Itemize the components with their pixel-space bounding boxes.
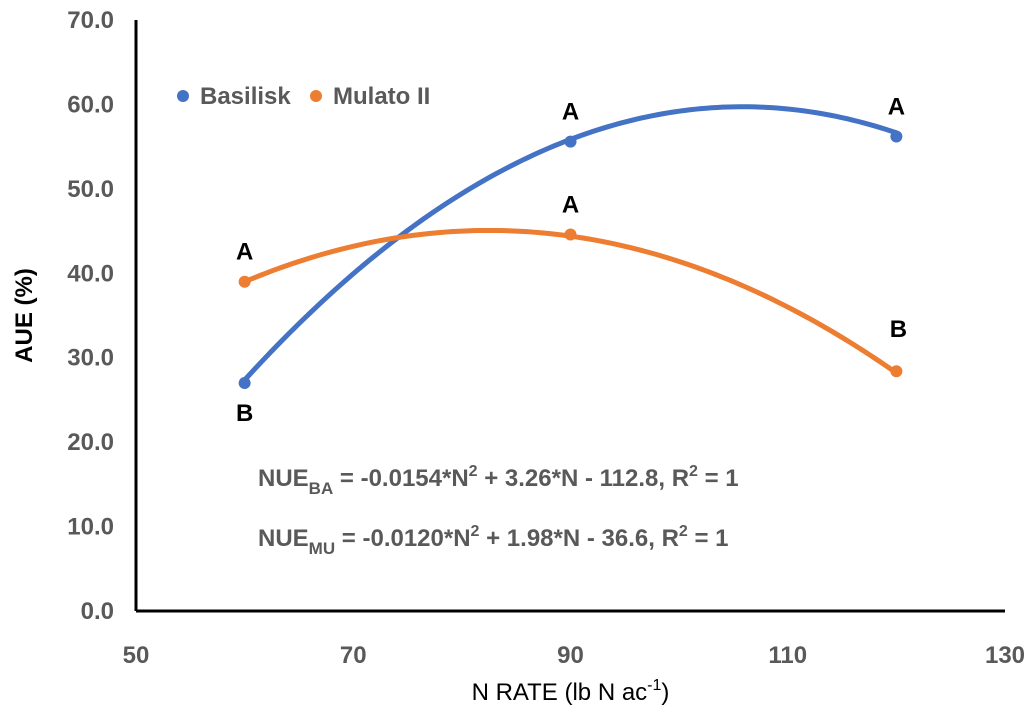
data-point <box>890 130 903 143</box>
regression-equations: NUEBA = -0.0154*N2 + 3.26*N - 112.8, R2 … <box>258 463 739 558</box>
data-point <box>564 135 577 148</box>
y-tick-label: 40.0 <box>67 260 114 287</box>
significance-label: A <box>236 239 253 266</box>
x-axis-title: N RATE (lb N ac-1) <box>472 677 670 706</box>
series-layer: B A A A A B <box>236 94 907 428</box>
y-tick-label: 0.0 <box>81 598 114 625</box>
y-tick-label: 50.0 <box>67 176 114 203</box>
x-tick-label: 50 <box>123 642 150 669</box>
x-tick-label: 130 <box>985 642 1025 669</box>
significance-label: A <box>562 99 579 126</box>
trend-line <box>242 104 899 383</box>
trend-line <box>242 227 899 376</box>
x-tick-label: 70 <box>340 642 367 669</box>
significance-label: A <box>562 191 579 218</box>
significance-label: B <box>890 316 907 343</box>
data-point <box>238 275 251 288</box>
y-axis-ticks: 0.0 10.0 20.0 30.0 40.0 50.0 60.0 70.0 <box>67 7 114 625</box>
regression-equation: NUEMU = -0.0120*N2 + 1.98*N - 36.6, R2 =… <box>258 523 729 558</box>
regression-equation: NUEBA = -0.0154*N2 + 3.26*N - 112.8, R2 … <box>258 463 739 498</box>
data-point <box>564 228 577 241</box>
y-tick-label: 30.0 <box>67 345 114 372</box>
y-tick-label: 60.0 <box>67 91 114 118</box>
significance-label: A <box>888 94 905 121</box>
y-tick-label: 20.0 <box>67 429 114 456</box>
legend-label: Basilisk <box>200 83 291 110</box>
legend: Basilisk Mulato II <box>177 83 430 110</box>
x-tick-label: 90 <box>557 642 584 669</box>
data-point <box>890 365 903 378</box>
x-axis-ticks: 50 70 90 110 130 <box>123 642 1025 669</box>
legend-marker <box>310 90 322 102</box>
y-tick-label: 70.0 <box>67 7 114 34</box>
data-point <box>238 377 251 390</box>
legend-marker <box>177 90 189 102</box>
legend-label: Mulato II <box>333 83 430 110</box>
x-tick-label: 110 <box>768 642 807 669</box>
significance-label: B <box>236 400 253 427</box>
y-axis-title: AUE (%) <box>11 268 38 363</box>
y-tick-label: 10.0 <box>67 514 114 541</box>
series-mulato-ii: A A B <box>236 191 907 378</box>
series-basilisk: B A A <box>236 94 905 428</box>
